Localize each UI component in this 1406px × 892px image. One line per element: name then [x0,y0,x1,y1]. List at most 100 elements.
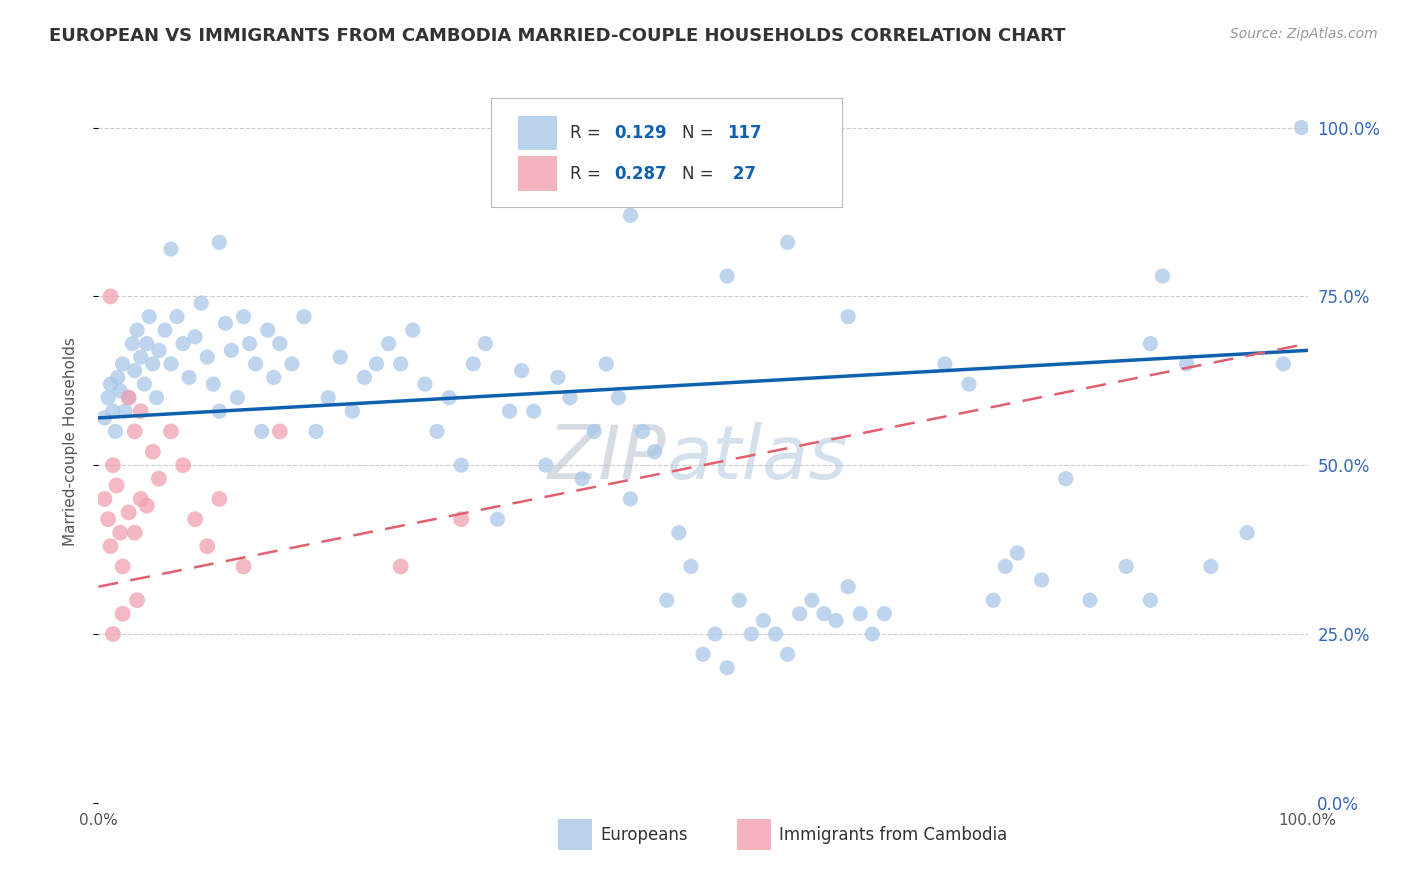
Point [1152,269,1174,284]
Point [239,336,262,351]
Point [129,350,152,364]
Point [166,310,188,324]
Text: R =: R = [569,124,606,142]
Point [402,323,425,337]
Point [426,425,449,439]
Point [389,357,412,371]
Point [172,458,194,472]
Point [256,323,278,337]
Point [655,593,678,607]
Point [873,607,896,621]
Point [269,336,291,351]
Point [250,425,273,439]
Point [195,539,218,553]
Point [145,391,167,405]
Point [184,512,207,526]
Point [800,593,823,607]
Point [108,384,131,398]
Point [752,614,775,628]
Text: 117: 117 [727,124,762,142]
Point [124,364,146,378]
Point [837,310,859,324]
Point [571,472,593,486]
Point [813,607,835,621]
Point [108,525,131,540]
Point [607,391,630,405]
Point [263,370,285,384]
Point [114,404,136,418]
Text: 27: 27 [727,165,756,183]
Point [1031,573,1053,587]
Point [281,357,304,371]
Point [124,425,146,439]
Point [1115,559,1137,574]
Point [100,377,122,392]
FancyBboxPatch shape [492,98,842,207]
Point [994,559,1017,574]
Point [644,444,666,458]
Point [558,391,581,405]
Text: Immigrants from Cambodia: Immigrants from Cambodia [779,826,1008,844]
Point [789,607,811,621]
Point [148,472,170,486]
Text: Source: ZipAtlas.com: Source: ZipAtlas.com [1230,27,1378,41]
Point [740,627,762,641]
Point [825,614,848,628]
Y-axis label: Married-couple Households: Married-couple Households [63,337,77,546]
Point [148,343,170,358]
Point [765,627,787,641]
Point [135,336,157,351]
Point [153,323,176,337]
Point [474,336,496,351]
Point [269,425,291,439]
Point [523,404,546,418]
Point [510,364,533,378]
Point [837,580,859,594]
Point [1078,593,1101,607]
Point [498,404,520,418]
Point [377,336,399,351]
Point [208,491,231,506]
Point [172,336,194,351]
Point [547,370,569,384]
Point [118,505,141,519]
Point [463,357,485,371]
Point [342,404,364,418]
Text: N =: N = [682,124,720,142]
FancyBboxPatch shape [558,820,592,850]
Point [981,593,1004,607]
Point [202,377,225,392]
Point [366,357,388,371]
Point [160,357,183,371]
FancyBboxPatch shape [737,820,770,850]
Point [190,296,212,310]
Point [1199,559,1222,574]
Point [208,235,231,250]
Point [93,491,115,506]
Point [160,425,183,439]
Point [692,647,714,661]
Point [486,512,509,526]
Point [1236,525,1258,540]
Point [450,458,472,472]
Point [668,525,690,540]
Text: 0.287: 0.287 [614,165,668,183]
Point [860,627,883,641]
Point [118,391,141,405]
Point [292,310,315,324]
Point [97,512,120,526]
Point [437,391,460,405]
Point [101,627,124,641]
Point [101,404,124,418]
Point [124,525,146,540]
Point [135,499,157,513]
Text: atlas: atlas [666,423,848,494]
Point [1272,357,1295,371]
Text: Europeans: Europeans [600,826,688,844]
Point [226,391,249,405]
Point [214,317,236,331]
Point [93,411,115,425]
Point [619,491,641,506]
Point [111,607,134,621]
Point [208,404,231,418]
